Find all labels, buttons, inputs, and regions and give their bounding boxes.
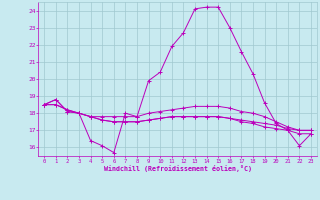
X-axis label: Windchill (Refroidissement éolien,°C): Windchill (Refroidissement éolien,°C)	[104, 165, 252, 172]
